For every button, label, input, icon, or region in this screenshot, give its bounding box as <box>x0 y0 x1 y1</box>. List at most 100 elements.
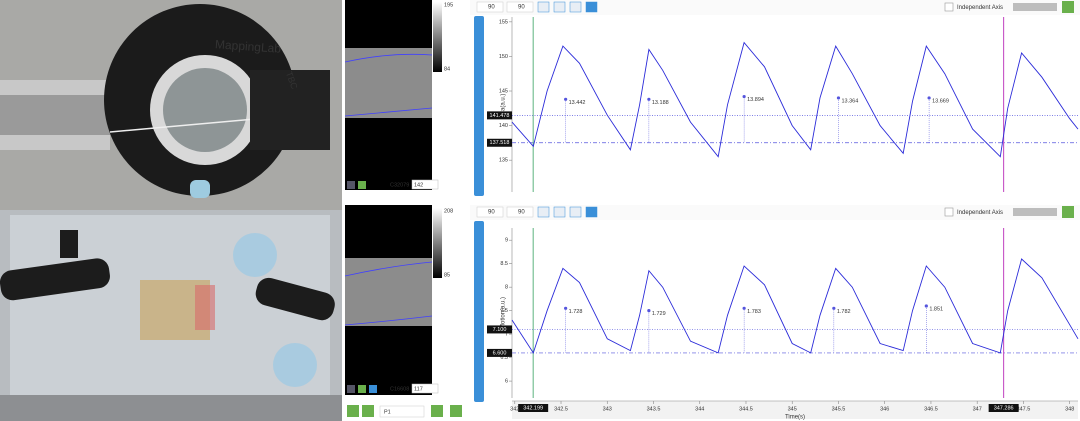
annotation-point <box>927 96 931 100</box>
x-tick-label: 342.5 <box>554 406 568 412</box>
icon-button[interactable] <box>347 405 359 417</box>
colorbar-min: 84 <box>444 66 450 72</box>
colorbar-max: 208 <box>444 208 453 214</box>
y-tick-label: 6 <box>505 379 508 385</box>
colorbar-min: 85 <box>444 272 450 278</box>
checkbox[interactable] <box>944 207 954 217</box>
brand-label: MappingLab <box>215 37 282 56</box>
h-cursor-label-box <box>487 325 512 334</box>
v-cursor-label: 347.286 <box>994 405 1014 411</box>
x-tick-label: 347.5 <box>1017 406 1031 412</box>
filter-dropdown[interactable] <box>506 1 534 13</box>
y-tick-label: 6.5 <box>500 355 508 361</box>
filter-value: 90 <box>518 210 525 216</box>
channel-input-value: 117 <box>414 386 423 392</box>
annotation-point <box>564 97 568 101</box>
independent-axis-label: Independent Axis <box>957 210 1003 216</box>
annotation-point <box>647 97 651 101</box>
photo-top: MappingLab TBC <box>0 0 342 210</box>
filter-value: 90 <box>518 5 525 11</box>
h-cursor-label-box <box>487 138 512 147</box>
x-tick-label: 343.5 <box>647 406 661 412</box>
export-button[interactable] <box>1062 1 1074 13</box>
annotation-point <box>742 94 746 99</box>
y-axis-label: Ca(a.u.) <box>501 94 507 116</box>
annotation-label: 1.728 <box>569 309 583 315</box>
x-tick-label: 348 <box>1065 406 1074 412</box>
icon-button[interactable] <box>369 385 377 393</box>
x-tick-label: 342 <box>510 406 519 412</box>
annotation-label: 13.894 <box>747 97 764 103</box>
x-tick-label: 346.5 <box>924 406 938 412</box>
independent-axis-label: Independent Axis <box>957 5 1003 11</box>
h-cursor-label: 7.100 <box>493 327 507 333</box>
x-tick-label: 347 <box>973 406 982 412</box>
icon-button[interactable] <box>358 385 366 393</box>
y-tick-label: 7 <box>505 332 508 338</box>
channel-input[interactable] <box>411 383 439 394</box>
y-tick-label: 140 <box>499 123 508 129</box>
filter-value: 90 <box>488 5 495 11</box>
icon-button[interactable] <box>347 385 355 393</box>
y-tick-label: 9 <box>505 238 508 244</box>
y-tick-label: 145 <box>499 88 508 94</box>
x-tick-label: 344.5 <box>739 406 753 412</box>
h-cursor-label: 141.478 <box>490 113 510 119</box>
filter-icon[interactable] <box>585 1 598 13</box>
filter-icon[interactable] <box>553 1 566 13</box>
checkbox[interactable] <box>944 2 954 12</box>
y-tick-label: 7.5 <box>500 308 508 314</box>
y-tick-label: 135 <box>499 158 508 164</box>
export-button[interactable] <box>1062 206 1074 218</box>
channel-input[interactable] <box>411 179 439 190</box>
filter-dropdown[interactable] <box>476 206 504 218</box>
h-cursor-label-box <box>487 111 512 120</box>
y-tick-label: 8.5 <box>500 261 508 267</box>
x-tick-label: 345 <box>788 406 797 412</box>
filter-dropdown[interactable] <box>506 206 534 218</box>
preset-dropdown[interactable] <box>379 405 425 418</box>
filter-icon[interactable] <box>585 206 598 218</box>
h-cursor-label: 137.518 <box>490 140 510 146</box>
filter-icon[interactable] <box>553 206 566 218</box>
toolbar <box>470 0 1080 15</box>
annotation-point <box>564 306 568 310</box>
preset-label: P1 <box>384 409 391 415</box>
icon-button[interactable] <box>362 405 374 417</box>
axis-range-box <box>1013 3 1057 11</box>
channel-label: C32079 <box>390 182 409 188</box>
x-axis-label: Time(s) <box>785 415 805 421</box>
y-tick-label: 8 <box>505 285 508 291</box>
h-cursor-label-box <box>487 348 512 357</box>
filter-dropdown[interactable] <box>476 1 504 13</box>
annotation-label: 1.851 <box>929 306 943 312</box>
trace <box>511 258 1079 354</box>
x-tick-label: 345.5 <box>832 406 846 412</box>
y-axis-label: Motion(a.u.) <box>501 297 507 329</box>
filter-icon[interactable] <box>537 206 550 218</box>
annotation-point <box>742 306 746 310</box>
axis-range-box <box>1013 208 1057 216</box>
x-axis-band <box>512 401 1078 419</box>
annotation-label: 13.442 <box>569 100 586 106</box>
icon-button[interactable] <box>450 405 462 417</box>
icon-button[interactable] <box>358 181 366 189</box>
filter-icon[interactable] <box>537 1 550 13</box>
h-cursor-label: 6.600 <box>493 350 507 356</box>
filter-icon[interactable] <box>569 1 582 13</box>
channel-input-value: 142 <box>414 182 423 188</box>
trace <box>511 41 1079 158</box>
annotation-point <box>924 304 928 308</box>
x-tick-label: 346 <box>880 406 889 412</box>
annotation-label: 1.729 <box>652 311 666 317</box>
icon-button[interactable] <box>431 405 443 417</box>
filter-icon[interactable] <box>569 206 582 218</box>
icon-button[interactable] <box>347 181 355 189</box>
x-tick-label: 344 <box>695 406 704 412</box>
annotation-label: 1.783 <box>747 309 761 315</box>
annotation-label: 13.669 <box>932 98 949 104</box>
colorbar-max: 195 <box>444 2 453 8</box>
filter-value: 90 <box>488 210 495 216</box>
v-cursor-label-box <box>518 404 549 412</box>
